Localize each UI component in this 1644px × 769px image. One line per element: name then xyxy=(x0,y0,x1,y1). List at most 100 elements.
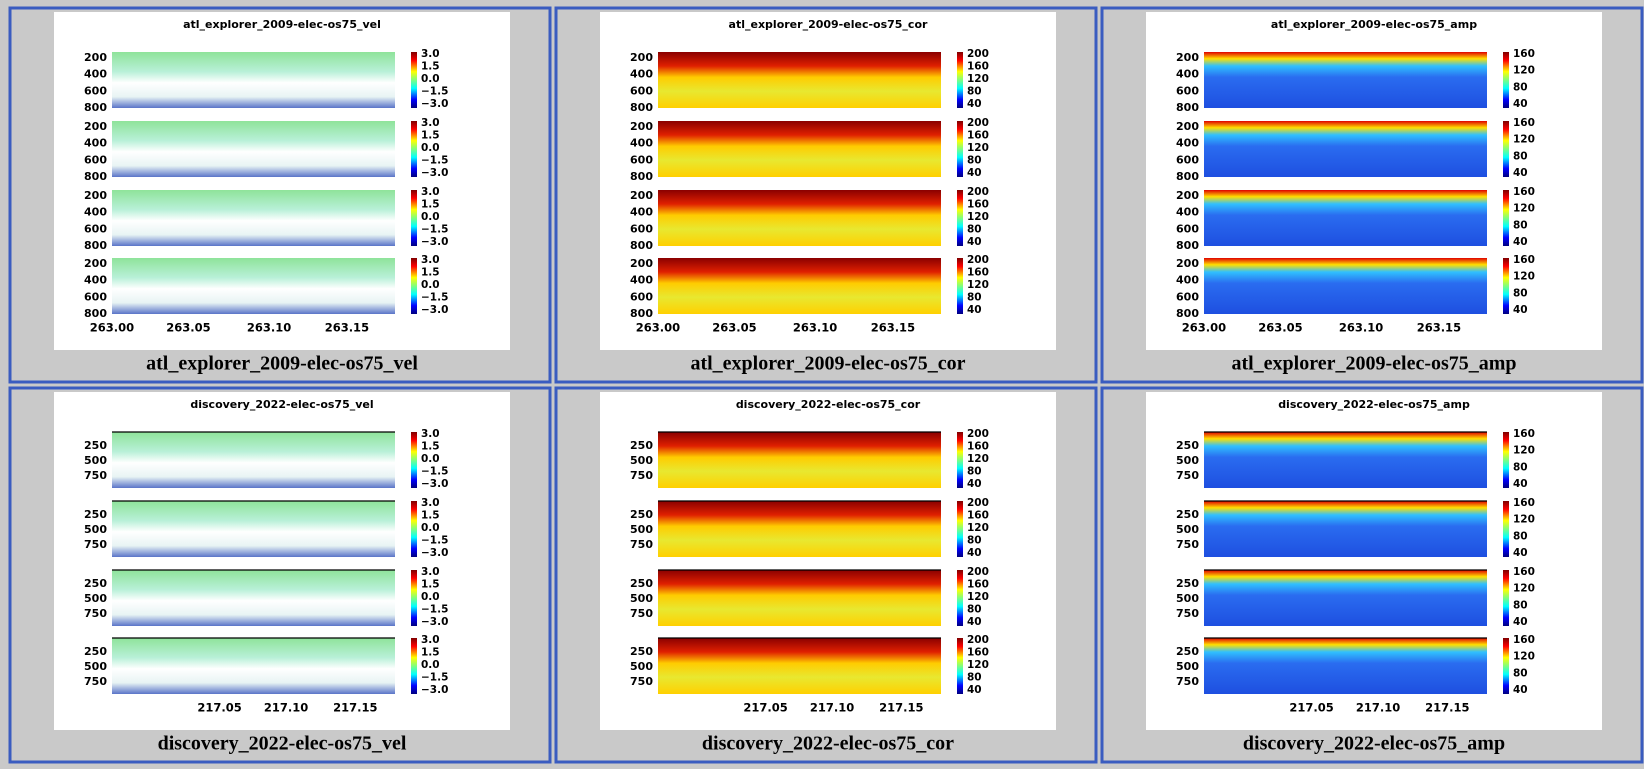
y-tick-label: 200 xyxy=(84,189,107,202)
colorbar xyxy=(957,190,963,246)
heatmap-panel xyxy=(658,121,941,177)
y-tick-label: 500 xyxy=(84,592,107,605)
colorbar-tick-label: 120 xyxy=(967,279,989,291)
colorbar-tick-label: 0.0 xyxy=(421,453,440,465)
colorbar-tick-label: 80 xyxy=(967,292,982,304)
y-tick-label: 750 xyxy=(84,675,107,688)
heatmap-panel xyxy=(658,258,941,314)
caption: atl_explorer_2009-elec-os75_vel xyxy=(146,353,418,375)
colorbar xyxy=(957,121,963,177)
colorbar-tick-label: 120 xyxy=(967,659,989,671)
heatmap-panel xyxy=(658,501,941,557)
colorbar-tick-label: 160 xyxy=(967,199,989,211)
colorbar-tick-label: 40 xyxy=(967,684,982,696)
colorbar xyxy=(411,432,417,488)
colorbar-tick-label: 120 xyxy=(1513,203,1535,215)
y-tick-label: 750 xyxy=(84,538,107,551)
colorbar-tick-label: 160 xyxy=(1513,497,1535,509)
y-tick-label: 750 xyxy=(630,469,653,482)
y-tick-label: 750 xyxy=(1176,469,1199,482)
colorbar-tick-label: 40 xyxy=(1513,684,1528,696)
y-tick-label: 400 xyxy=(1176,137,1199,150)
colorbar-tick-label: −3.0 xyxy=(421,684,448,696)
y-tick-label: 800 xyxy=(84,170,107,183)
caption: discovery_2022-elec-os75_vel xyxy=(158,733,407,755)
colorbar-tick-label: −3.0 xyxy=(421,616,448,628)
colorbar-tick-label: 80 xyxy=(1513,150,1528,162)
colorbar xyxy=(1503,190,1509,246)
colorbar-tick-label: 0.0 xyxy=(421,591,440,603)
y-tick-label: 600 xyxy=(630,222,653,235)
y-tick-label: 250 xyxy=(630,439,653,452)
x-tick-label: 263.15 xyxy=(325,321,369,335)
y-tick-label: 250 xyxy=(630,577,653,590)
colorbar xyxy=(1503,121,1509,177)
y-tick-label: 600 xyxy=(630,290,653,303)
colorbar-tick-label: −1.5 xyxy=(421,155,448,167)
colorbar-tick-label: 0.0 xyxy=(421,211,440,223)
colorbar-tick-label: 3.0 xyxy=(421,117,440,129)
y-tick-label: 800 xyxy=(84,239,107,252)
heatmap-panel xyxy=(112,52,395,108)
colorbar xyxy=(1503,258,1509,314)
y-tick-label: 500 xyxy=(84,454,107,467)
x-tick-label: 217.05 xyxy=(743,701,787,715)
colorbar-tick-label: 3.0 xyxy=(421,634,440,646)
colorbar-tick-label: 3.0 xyxy=(421,254,440,266)
colorbar-tick-label: 120 xyxy=(967,211,989,223)
colorbar-tick-label: 160 xyxy=(1513,428,1535,440)
y-tick-label: 500 xyxy=(84,523,107,536)
colorbar-tick-label: 1.5 xyxy=(421,579,440,591)
x-tick-label: 217.10 xyxy=(264,701,308,715)
colorbar xyxy=(1503,638,1509,694)
heatmap-panel xyxy=(1204,121,1487,177)
colorbar-tick-label: 3.0 xyxy=(421,48,440,60)
x-tick-label: 263.05 xyxy=(712,321,756,335)
colorbar-tick-label: −3.0 xyxy=(421,304,448,316)
colorbar-tick-label: 0.0 xyxy=(421,73,440,85)
colorbar xyxy=(411,121,417,177)
y-tick-label: 750 xyxy=(1176,675,1199,688)
y-tick-label: 600 xyxy=(84,290,107,303)
colorbar xyxy=(411,258,417,314)
heatmap-panel xyxy=(658,190,941,246)
y-tick-label: 250 xyxy=(1176,439,1199,452)
heatmap-panel xyxy=(112,638,395,694)
colorbar-tick-label: 120 xyxy=(1513,514,1535,526)
y-tick-label: 400 xyxy=(84,137,107,150)
y-tick-label: 250 xyxy=(84,645,107,658)
colorbar-tick-label: 200 xyxy=(967,117,989,129)
colorbar-tick-label: 160 xyxy=(1513,566,1535,578)
colorbar-tick-label: −3.0 xyxy=(421,547,448,559)
colorbar xyxy=(957,570,963,626)
x-tick-label: 217.10 xyxy=(810,701,854,715)
heatmap-panel xyxy=(112,121,395,177)
colorbar-tick-label: 200 xyxy=(967,497,989,509)
x-tick-label: 217.10 xyxy=(1356,701,1400,715)
y-tick-label: 200 xyxy=(1176,51,1199,64)
colorbar xyxy=(411,570,417,626)
colorbar-tick-label: 1.5 xyxy=(421,130,440,142)
colorbar-tick-label: 40 xyxy=(967,167,982,179)
colorbar-tick-label: 0.0 xyxy=(421,522,440,534)
y-tick-label: 600 xyxy=(1176,153,1199,166)
y-tick-label: 400 xyxy=(1176,206,1199,219)
colorbar-tick-label: 80 xyxy=(967,86,982,98)
y-tick-label: 600 xyxy=(630,84,653,97)
colorbar-tick-label: 80 xyxy=(967,535,982,547)
y-tick-label: 400 xyxy=(630,206,653,219)
y-tick-label: 600 xyxy=(1176,84,1199,97)
y-tick-label: 750 xyxy=(1176,538,1199,551)
colorbar-tick-label: 40 xyxy=(967,478,982,490)
y-tick-label: 400 xyxy=(1176,68,1199,81)
y-tick-label: 800 xyxy=(630,170,653,183)
colorbar-tick-label: −3.0 xyxy=(421,167,448,179)
colorbar-tick-label: 1.5 xyxy=(421,441,440,453)
colorbar-tick-label: 120 xyxy=(967,522,989,534)
y-tick-label: 500 xyxy=(1176,660,1199,673)
y-tick-label: 200 xyxy=(1176,189,1199,202)
colorbar-tick-label: 1.5 xyxy=(421,647,440,659)
y-tick-label: 500 xyxy=(630,660,653,673)
heatmap-panel xyxy=(658,432,941,488)
